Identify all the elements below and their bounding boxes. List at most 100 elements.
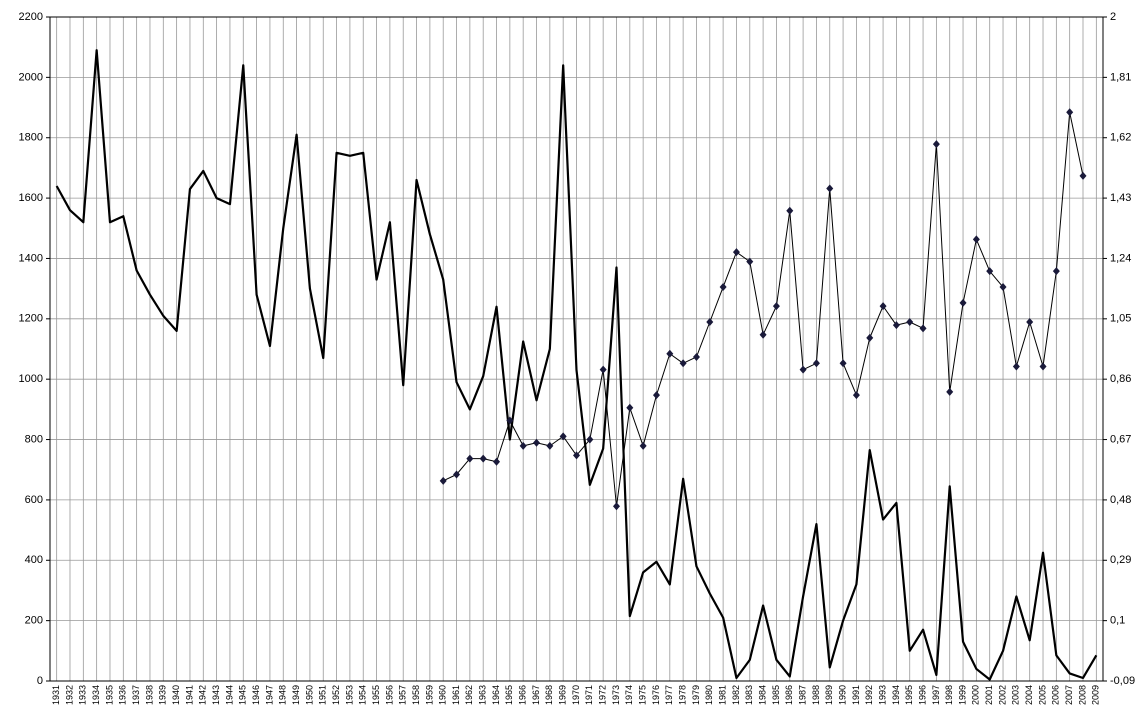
x-tick-label: 1952 <box>331 685 341 705</box>
x-tick-label: 1935 <box>104 685 114 705</box>
x-tick-label: 1961 <box>451 685 461 705</box>
y-tick-label: 800 <box>25 433 43 445</box>
marker <box>786 206 794 215</box>
x-tick-label: 1987 <box>797 685 807 705</box>
marker <box>1039 362 1047 371</box>
x-tick-label: 1946 <box>251 685 261 705</box>
x-tick-label: 1973 <box>611 685 621 705</box>
marker <box>839 359 847 368</box>
marker <box>732 248 740 257</box>
x-tick-label: 2001 <box>984 685 994 705</box>
y-tick-label: 1200 <box>19 313 43 325</box>
x-tick-label: 1940 <box>171 685 181 705</box>
x-tick-label: 1965 <box>504 685 514 705</box>
x-tick-label: 1947 <box>264 685 274 705</box>
marker <box>586 435 594 444</box>
x-tick-label: 1954 <box>358 685 368 705</box>
marker <box>719 283 727 292</box>
y-tick-label: 400 <box>25 554 43 566</box>
y2-tick-label: 1,24 <box>1110 252 1131 264</box>
marker <box>706 317 714 326</box>
x-tick-label: 2006 <box>1051 685 1061 705</box>
marker <box>746 257 754 266</box>
y2-tick-label: 1,43 <box>1110 192 1131 204</box>
y2-tick-label: -0,09 <box>1110 675 1135 687</box>
x-tick-label: 1970 <box>571 685 581 705</box>
marker <box>932 140 940 149</box>
x-tick-label: 1994 <box>891 685 901 705</box>
marker <box>573 451 580 460</box>
y2-tick-label: 0,86 <box>1110 373 1131 385</box>
x-tick-label: 1943 <box>211 685 221 705</box>
marker <box>852 391 860 400</box>
x-tick-label: 1934 <box>91 685 101 705</box>
x-tick-label: 1990 <box>837 685 847 705</box>
x-tick-label: 2007 <box>1064 685 1074 705</box>
marker <box>559 432 567 441</box>
marker <box>906 317 914 326</box>
marker <box>826 184 834 193</box>
x-tick-label: 1959 <box>424 685 434 705</box>
marker <box>692 352 700 361</box>
marker <box>599 365 607 374</box>
marker <box>519 441 527 450</box>
x-tick-label: 1931 <box>51 685 61 705</box>
marker <box>479 454 487 463</box>
marker <box>799 365 807 374</box>
x-tick-label: 1981 <box>717 685 727 705</box>
x-tick-label: 1964 <box>491 685 501 705</box>
x-tick-label: 2003 <box>1011 685 1021 705</box>
marker <box>959 298 967 307</box>
x-tick-label: 1993 <box>877 685 887 705</box>
marker <box>679 359 687 368</box>
x-tick-label: 1982 <box>731 685 741 705</box>
x-tick-label: 1962 <box>464 685 474 705</box>
x-tick-label: 1977 <box>664 685 674 705</box>
marker <box>879 302 887 311</box>
marker <box>453 470 461 479</box>
marker <box>1026 317 1034 326</box>
x-tick-label: 1942 <box>198 685 208 705</box>
y2-tick-label: 0,1 <box>1110 615 1125 627</box>
y2-tick-label: 1,05 <box>1110 313 1131 325</box>
x-tick-label: 1951 <box>318 685 328 705</box>
y-tick-label: 200 <box>25 615 43 627</box>
x-tick-label: 1953 <box>344 685 354 705</box>
x-tick-label: 1960 <box>438 685 448 705</box>
y-tick-label: 1800 <box>19 132 43 144</box>
x-tick-label: 1979 <box>691 685 701 705</box>
y2-tick-label: 0,67 <box>1110 433 1131 445</box>
y-tick-label: 2000 <box>19 71 43 83</box>
marker <box>533 438 541 447</box>
x-tick-label: 1999 <box>957 685 967 705</box>
marker <box>639 441 647 450</box>
x-tick-label: 1992 <box>864 685 874 705</box>
series-line <box>55 49 1098 681</box>
x-tick-label: 1978 <box>678 685 688 705</box>
marker <box>1052 267 1060 276</box>
x-tick-label: 1985 <box>771 685 781 705</box>
marker <box>652 391 660 400</box>
x-tick-label: 1948 <box>278 685 288 705</box>
x-tick-label: 1950 <box>304 685 314 705</box>
x-tick-label: 1989 <box>824 685 834 705</box>
y-tick-label: 1400 <box>19 252 43 264</box>
x-tick-label: 1957 <box>398 685 408 705</box>
plot-frame <box>49 16 1104 682</box>
x-tick-label: 1998 <box>944 685 954 705</box>
marker <box>493 457 501 466</box>
x-tick-label: 2000 <box>971 685 981 705</box>
marker <box>1012 362 1020 371</box>
marker <box>866 333 874 342</box>
marker <box>892 321 900 330</box>
y-tick-label: 1000 <box>19 373 43 385</box>
x-tick-label: 1932 <box>64 685 74 705</box>
y-tick-label: 2200 <box>19 11 43 23</box>
x-tick-label: 1955 <box>371 685 381 705</box>
marker <box>812 359 820 368</box>
x-tick-label: 1983 <box>744 685 754 705</box>
marker <box>972 235 980 244</box>
x-tick-label: 1988 <box>811 685 821 705</box>
x-tick-label: 1963 <box>478 685 488 705</box>
